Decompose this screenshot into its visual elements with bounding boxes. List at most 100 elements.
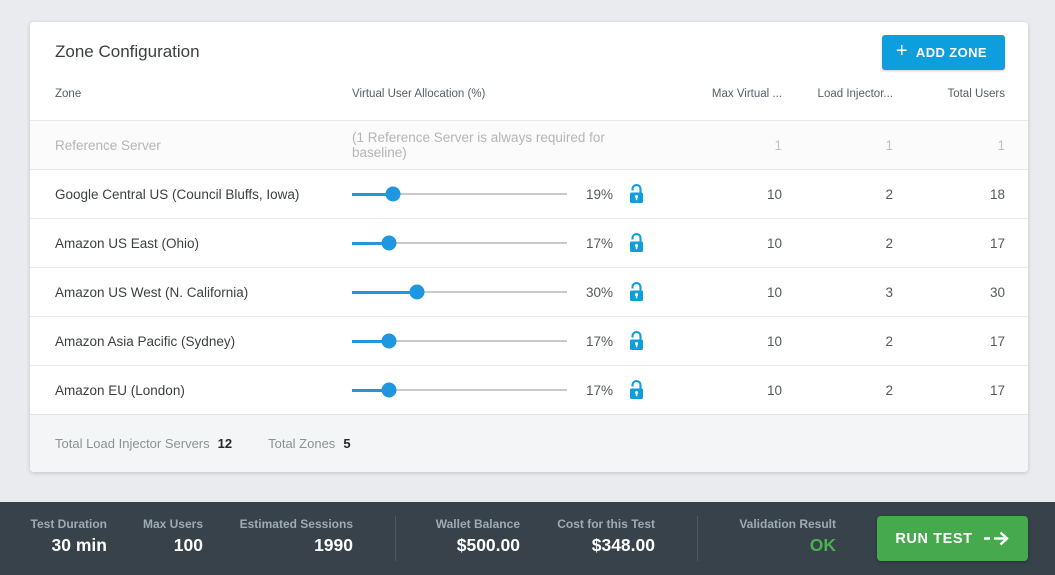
allocation-percent: 30% (585, 284, 613, 300)
load-injectors-value: 2 (885, 333, 893, 349)
zone-row: Amazon US East (Ohio) 17% 10 2 17 (30, 218, 1028, 267)
stat-max-users: Max Users 100 (128, 517, 203, 556)
allocation-slider[interactable] (352, 382, 567, 398)
total-users-value: 30 (989, 284, 1005, 300)
add-zone-label: ADD ZONE (915, 44, 987, 60)
zone-name: Amazon Asia Pacific (Sydney) (55, 333, 236, 349)
slider-track (352, 389, 567, 391)
max-virtual-value: 10 (766, 235, 782, 251)
total-users-value: 17 (989, 235, 1005, 251)
allocation-percent: 17% (585, 333, 613, 349)
unlock-toggle[interactable] (615, 281, 657, 303)
stat-label: Max Users (142, 517, 203, 531)
run-test-button[interactable]: RUN TEST (877, 516, 1028, 561)
zone-name: Amazon EU (London) (55, 382, 185, 398)
stat-estimated-sessions: Estimated Sessions 1990 (233, 517, 353, 556)
unlock-toggle[interactable] (615, 330, 657, 352)
reference-server-row: Reference Server (1 Reference Server is … (30, 120, 1028, 169)
add-zone-button[interactable]: + ADD ZONE (881, 34, 1005, 70)
total-users-value: 17 (989, 333, 1005, 349)
reference-note: (1 Reference Server is always required f… (352, 130, 605, 160)
run-test-label: RUN TEST (895, 530, 973, 547)
lock-open-icon (629, 330, 643, 350)
slider-fill (352, 192, 393, 196)
allocation-slider[interactable] (352, 186, 567, 202)
load-injectors-value: 2 (885, 382, 893, 398)
slider-fill (352, 388, 389, 392)
zone-row: Amazon US West (N. California) 30% 10 3 … (30, 267, 1028, 316)
stat-validation-result: Validation Result OK (722, 517, 836, 556)
slider-fill (352, 241, 389, 245)
total-users-value: 17 (989, 382, 1005, 398)
total-load-injector-servers-value: 12 (217, 436, 233, 451)
arrow-right-icon (983, 531, 1009, 546)
zone-row: Google Central US (Council Bluffs, Iowa)… (30, 169, 1028, 218)
stat-value: 100 (173, 535, 203, 555)
stat-wallet-balance: Wallet Balance $500.00 (425, 517, 520, 556)
max-virtual-value: 10 (766, 333, 782, 349)
slider-fill (352, 339, 389, 343)
card-header: Zone Configuration + ADD ZONE (30, 22, 1028, 82)
total-load-injector-servers-label: Total Load Injector Servers (55, 436, 210, 451)
load-injectors-value: 2 (885, 186, 893, 202)
stat-label: Wallet Balance (435, 517, 520, 531)
unlock-toggle[interactable] (615, 183, 657, 205)
slider-thumb[interactable] (381, 382, 397, 398)
plus-icon: + (895, 40, 908, 62)
test-summary-bar: Test Duration 30 min Max Users 100 Estim… (0, 502, 1055, 575)
slider-track (352, 242, 567, 244)
allocation-percent: 19% (585, 186, 613, 202)
stat-label: Test Duration (30, 517, 107, 531)
total-users-value: 18 (989, 186, 1005, 202)
total-users-value: 1 (997, 137, 1005, 153)
allocation-percent: 17% (585, 382, 613, 398)
unlock-toggle[interactable] (615, 232, 657, 254)
slider-thumb[interactable] (409, 284, 424, 300)
slider-thumb[interactable] (381, 235, 397, 251)
allocation-slider[interactable] (352, 333, 567, 349)
zone-name: Amazon US East (Ohio) (55, 235, 200, 251)
stat-value: 1990 (314, 535, 353, 555)
slider-track (352, 291, 567, 293)
column-header-max-virtual: Max Virtual ... (711, 88, 782, 100)
total-zones-value: 5 (343, 436, 351, 451)
vertical-divider (395, 516, 396, 561)
column-header-zone: Zone (55, 88, 82, 100)
allocation-slider[interactable] (352, 284, 567, 300)
slider-thumb[interactable] (381, 333, 397, 349)
zone-row: Amazon Asia Pacific (Sydney) 17% 10 2 17 (30, 316, 1028, 365)
stat-value: 30 min (51, 535, 107, 555)
lock-open-icon (629, 183, 643, 203)
total-zones-label: Total Zones (268, 436, 336, 451)
lock-open-icon (629, 281, 643, 301)
lock-open-icon (629, 232, 643, 252)
max-virtual-value: 10 (766, 186, 782, 202)
stat-cost-for-test: Cost for this Test $348.00 (543, 517, 655, 556)
page-title: Zone Configuration (55, 42, 200, 61)
zone-name: Amazon US West (N. California) (55, 284, 249, 300)
column-header-total-users: Total Users (947, 88, 1005, 100)
table-header-row: Zone Virtual User Allocation (%) Max Vir… (30, 82, 1028, 120)
zone-name: Reference Server (55, 137, 161, 153)
allocation-percent: 17% (585, 235, 613, 251)
stat-label: Estimated Sessions (239, 517, 353, 531)
vertical-divider (697, 516, 698, 561)
lock-open-icon (629, 379, 643, 399)
totals-row: Total Load Injector Servers 12 Total Zon… (30, 414, 1028, 472)
load-injectors-value: 3 (885, 284, 893, 300)
allocation-slider[interactable] (352, 235, 567, 251)
max-virtual-value: 10 (766, 284, 782, 300)
slider-track (352, 340, 567, 342)
slider-fill (352, 290, 417, 294)
slider-thumb[interactable] (385, 186, 401, 202)
zone-row: Amazon EU (London) 17% 10 2 17 (30, 365, 1028, 414)
max-virtual-value: 10 (766, 382, 782, 398)
stat-value: $500.00 (456, 535, 520, 555)
unlock-toggle[interactable] (615, 379, 657, 401)
stat-label: Cost for this Test (557, 517, 655, 531)
column-header-load-injector: Load Injector... (817, 88, 893, 100)
slider-track (352, 193, 567, 195)
stat-value: $348.00 (591, 535, 655, 555)
load-injectors-value: 2 (885, 235, 893, 251)
zone-configuration-card: Zone Configuration + ADD ZONE Zone Virtu… (30, 22, 1028, 472)
